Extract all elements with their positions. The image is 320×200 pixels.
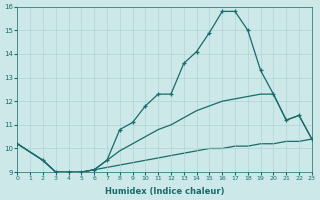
X-axis label: Humidex (Indice chaleur): Humidex (Indice chaleur): [105, 187, 224, 196]
